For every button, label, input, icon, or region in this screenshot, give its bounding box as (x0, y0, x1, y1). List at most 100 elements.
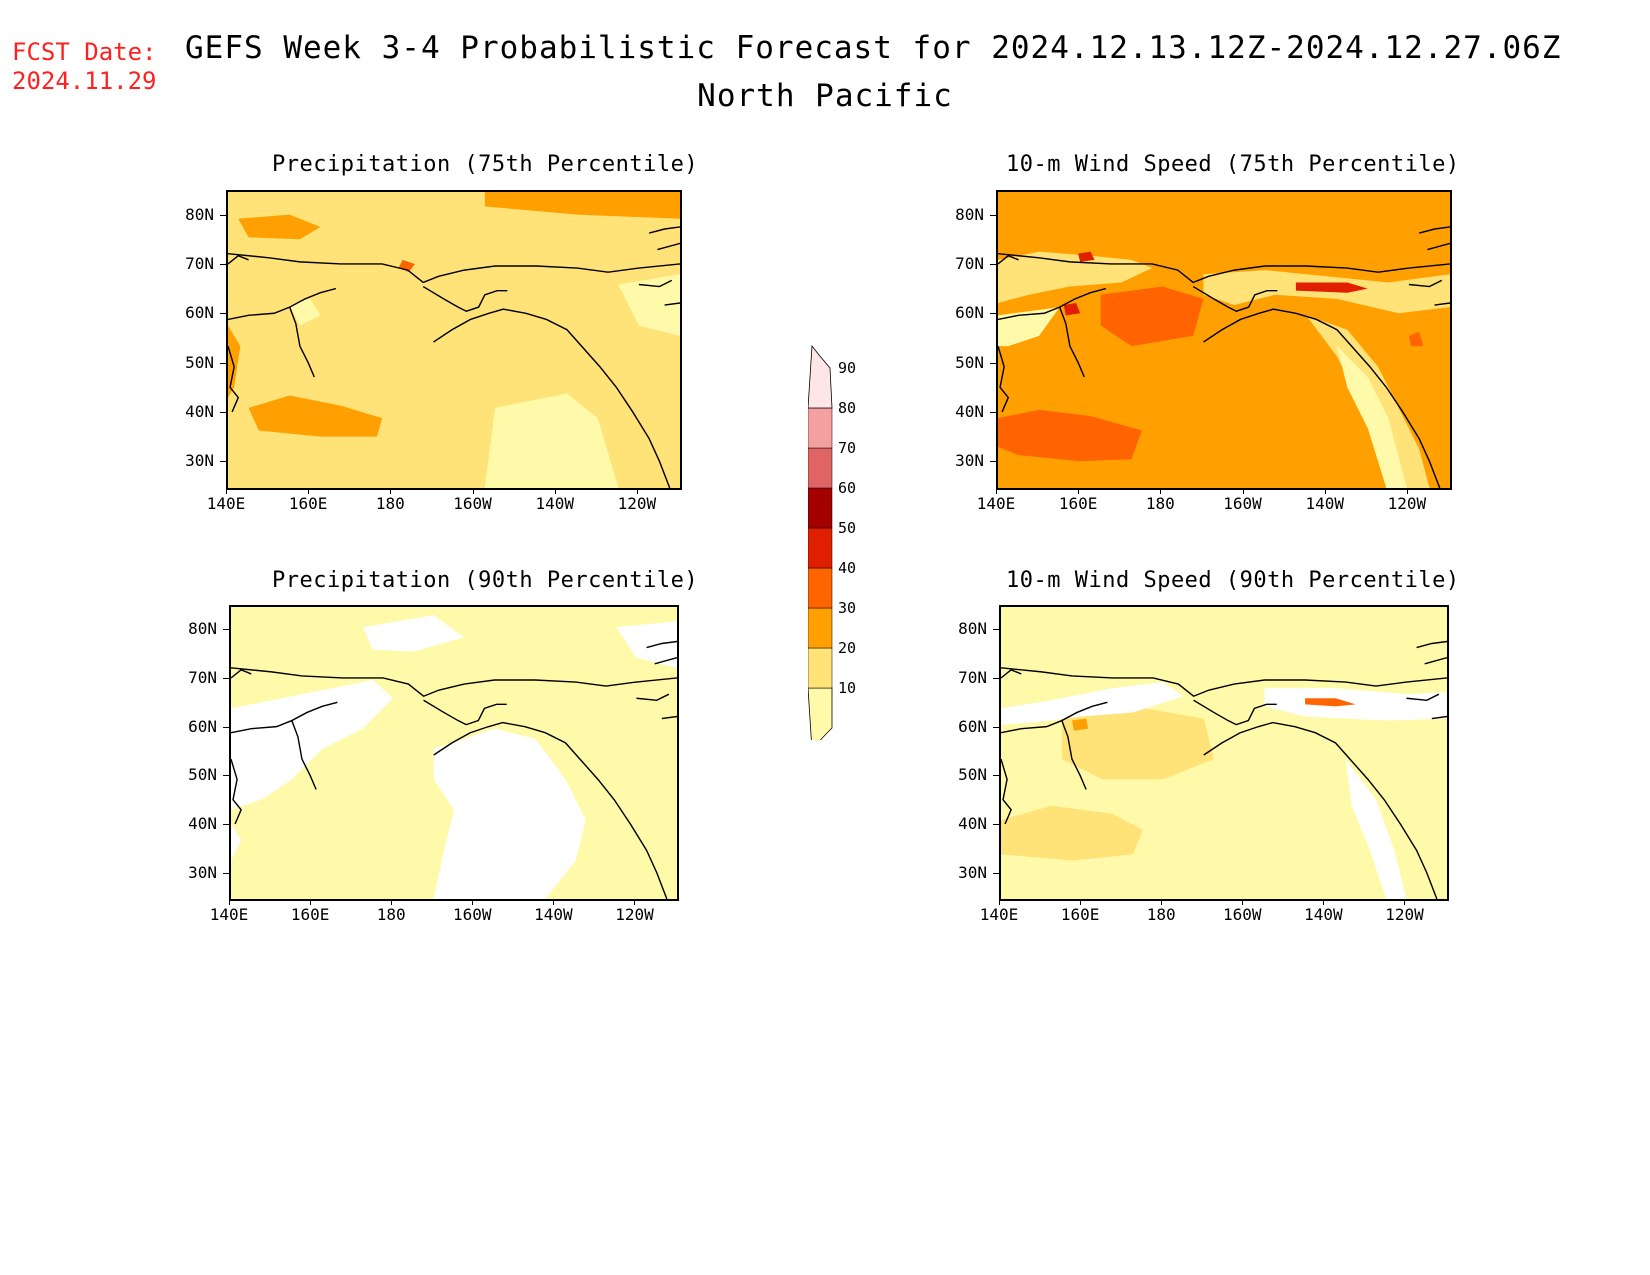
lat-tick (993, 872, 1000, 874)
coastline (998, 254, 1019, 265)
coastline (231, 758, 242, 825)
lat-label: 80N (188, 619, 217, 639)
colorbar-svg (807, 344, 833, 752)
lat-label: 30N (958, 862, 987, 882)
colorbar-label: 90 (838, 359, 857, 377)
lat-label: 40N (185, 402, 214, 421)
region-title: North Pacific (697, 78, 953, 114)
lat-tick (223, 775, 230, 777)
lon-tick (553, 899, 555, 905)
contour-region (616, 621, 677, 668)
coastline (1408, 226, 1450, 306)
lat-tick (990, 412, 997, 413)
lat-tick (990, 362, 997, 364)
lat-tick (993, 629, 1000, 631)
lon-label: 180 (375, 494, 405, 513)
coastline (1193, 699, 1277, 726)
lon-label: 120W (617, 494, 657, 513)
coastline (228, 254, 249, 265)
map-precip-90 (229, 605, 679, 901)
lon-label: 140W (535, 494, 574, 513)
lon-label: 120W (1387, 494, 1427, 513)
contour-region (248, 395, 383, 437)
coastline (998, 252, 1450, 284)
lon-tick (1078, 488, 1080, 494)
lon-label: 140W (1305, 494, 1344, 513)
lon-label: 140E (206, 494, 246, 513)
lon-label: 140E (976, 494, 1016, 513)
contour-region (1001, 682, 1184, 725)
coastline (638, 226, 680, 306)
coastline (231, 701, 338, 734)
lat-tick (990, 214, 997, 216)
contour-region (484, 393, 619, 488)
lon-tick (472, 899, 474, 905)
map-wind-75 (996, 190, 1452, 490)
lon-tick (1406, 488, 1408, 494)
lon-label: 160W (453, 494, 492, 513)
coastline (1203, 308, 1441, 488)
colorbar-label: 10 (838, 679, 857, 697)
coastline (1001, 669, 1022, 679)
lon-label: 180 (376, 905, 406, 924)
lat-label: 50N (958, 765, 987, 785)
lon-label: 120W (615, 905, 654, 924)
lon-label: 160E (1060, 905, 1100, 924)
lat-label: 40N (188, 814, 217, 833)
contour-region (1071, 718, 1089, 731)
lon-tick (1404, 899, 1406, 905)
map-precip-75 (226, 190, 682, 490)
lat-label: 80N (958, 619, 987, 639)
coastline (228, 252, 680, 284)
lat-tick (990, 313, 997, 315)
lat-tick (220, 313, 227, 315)
colorbar-label: 60 (838, 479, 857, 497)
colorbar-band (807, 447, 833, 489)
contour-region (231, 823, 242, 861)
coastline (433, 308, 671, 488)
lat-label: 70N (958, 668, 987, 687)
lon-label: 140E (979, 905, 1019, 924)
coastline (288, 306, 315, 378)
contour-region (433, 728, 586, 899)
lon-label: 180 (1146, 905, 1176, 924)
lat-tick (993, 824, 1000, 825)
lat-tick (223, 678, 230, 679)
lon-label: 140W (1304, 905, 1343, 924)
lat-label: 50N (185, 352, 214, 372)
lon-tick (634, 899, 636, 905)
colorbar-band (807, 647, 833, 689)
lat-label: 60N (185, 303, 214, 323)
forecast-date-value: 2024.11.29 (12, 67, 157, 95)
coastline (1406, 640, 1447, 720)
contour-region (1408, 331, 1424, 347)
forecast-date-label: FCST Date: (12, 38, 157, 66)
lon-tick (1323, 899, 1325, 905)
lon-label: 140W (534, 905, 573, 924)
lat-label: 40N (955, 402, 984, 421)
lon-tick (229, 899, 230, 905)
contour-region (1001, 805, 1143, 861)
lon-tick (636, 488, 638, 494)
lon-tick (472, 488, 474, 494)
contour-region (231, 680, 394, 810)
lat-tick (993, 775, 1000, 777)
lon-tick (1160, 488, 1162, 494)
lat-label: 80N (185, 204, 214, 224)
contour-region (1264, 688, 1447, 721)
contour-region (238, 214, 321, 240)
coastline (1058, 306, 1085, 378)
panel-title: 10-m Wind Speed (75th Percentile) (1006, 152, 1460, 177)
lon-tick (1161, 899, 1163, 905)
colorbar-band (807, 567, 833, 609)
lon-tick (554, 488, 556, 494)
contour-region (1305, 698, 1356, 707)
lat-tick (220, 264, 227, 265)
lon-label: 160E (290, 905, 330, 924)
colorbar-label: 40 (838, 559, 857, 577)
contour-region (1061, 706, 1214, 780)
lon-tick (999, 899, 1000, 905)
colorbar-band (807, 487, 833, 529)
contour-region (362, 615, 465, 652)
lon-label: 160E (288, 494, 328, 513)
